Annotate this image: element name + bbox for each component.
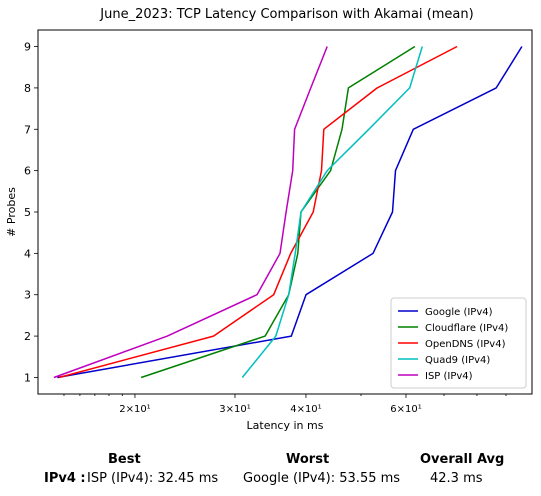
latency-chart: June_2023: TCP Latency Comparison with A… [5,7,533,432]
y-tick-label: 3 [24,289,31,302]
ipv4-row-label: IPv4 : [44,471,86,486]
y-tick-label: 7 [24,123,31,136]
legend-label: ISP (IPv4) [425,371,473,382]
y-tick-label: 5 [24,206,31,219]
best-header: Best [108,452,141,467]
series-line-isp-ipv4 [53,46,328,379]
y-tick-label: 8 [24,82,31,95]
x-tick-label: 2×10¹ [119,404,150,415]
x-tick-label: 6×10¹ [390,404,421,415]
x-axis: 2×10¹ 3×10¹ 4×10¹ 6×10¹ [63,394,507,415]
y-tick-label: 9 [24,41,31,54]
y-tick-label: 6 [24,165,31,178]
x-axis-label: Latency in ms [247,419,324,432]
y-axis: 1 2 3 4 5 6 7 8 9 [24,41,38,384]
overall-avg-header: Overall Avg [420,452,505,467]
legend-box [390,297,527,389]
legend-label: OpenDNS (IPv4) [425,339,506,350]
y-axis-label: # Probes [5,187,18,237]
series-line-quad9-ipv4 [241,46,424,378]
legend: Google (IPv4) Cloudflare (IPv4) OpenDNS (I… [390,297,527,389]
worst-value: Google (IPv4): 53.55 ms [243,471,401,486]
y-tick-label: 2 [24,330,31,343]
legend-label: Google (IPv4) [425,307,493,318]
legend-label: Cloudflare (IPv4) [425,323,508,334]
legend-label: Quad9 (IPv4) [425,355,490,366]
series-line-opendns-ipv4 [58,45,458,379]
chart-title: June_2023: TCP Latency Comparison with A… [99,7,473,22]
x-tick-label: 4×10¹ [290,404,321,415]
y-tick-label: 4 [24,247,31,260]
series-line-google-ipv4 [57,46,523,379]
y-tick-label: 1 [24,371,31,384]
overall-avg-value: 42.3 ms [430,471,483,486]
x-tick-label: 3×10¹ [219,404,250,415]
worst-header: Worst [286,452,330,467]
best-value: ISP (IPv4): 32.45 ms [87,471,219,486]
series-layer [53,45,523,379]
